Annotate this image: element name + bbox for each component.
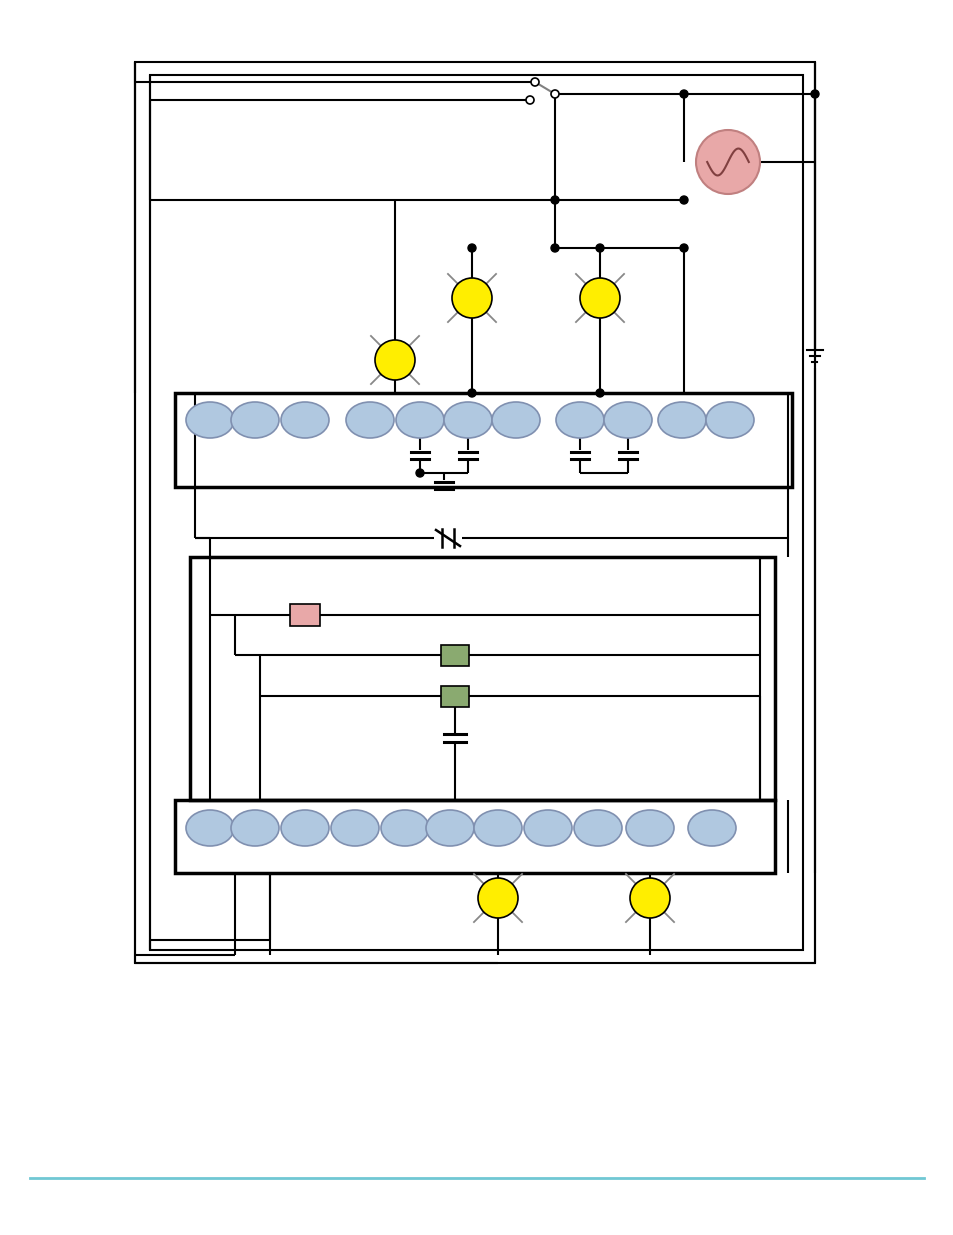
Ellipse shape xyxy=(658,403,705,438)
Circle shape xyxy=(679,196,687,204)
Circle shape xyxy=(679,90,687,98)
Circle shape xyxy=(579,278,619,317)
Circle shape xyxy=(679,245,687,252)
Circle shape xyxy=(551,196,558,204)
Circle shape xyxy=(629,878,669,918)
Circle shape xyxy=(452,278,492,317)
FancyBboxPatch shape xyxy=(290,604,319,626)
Circle shape xyxy=(416,469,423,477)
Ellipse shape xyxy=(231,810,278,846)
Ellipse shape xyxy=(625,810,673,846)
Circle shape xyxy=(810,90,818,98)
Ellipse shape xyxy=(186,810,233,846)
Circle shape xyxy=(696,130,760,194)
Ellipse shape xyxy=(380,810,429,846)
Circle shape xyxy=(468,245,476,252)
Ellipse shape xyxy=(346,403,394,438)
Ellipse shape xyxy=(574,810,621,846)
Ellipse shape xyxy=(492,403,539,438)
Ellipse shape xyxy=(281,403,329,438)
Ellipse shape xyxy=(281,810,329,846)
Ellipse shape xyxy=(705,403,753,438)
Circle shape xyxy=(468,389,476,396)
FancyBboxPatch shape xyxy=(440,645,469,666)
Ellipse shape xyxy=(331,810,378,846)
Ellipse shape xyxy=(231,403,278,438)
Circle shape xyxy=(375,340,415,380)
Ellipse shape xyxy=(603,403,651,438)
Circle shape xyxy=(477,878,517,918)
Ellipse shape xyxy=(687,810,735,846)
Circle shape xyxy=(551,90,558,98)
Circle shape xyxy=(551,245,558,252)
Ellipse shape xyxy=(474,810,521,846)
Ellipse shape xyxy=(556,403,603,438)
Circle shape xyxy=(596,245,603,252)
Ellipse shape xyxy=(395,403,443,438)
Circle shape xyxy=(531,78,538,86)
Ellipse shape xyxy=(443,403,492,438)
Circle shape xyxy=(596,389,603,396)
Ellipse shape xyxy=(426,810,474,846)
Circle shape xyxy=(525,96,534,104)
Ellipse shape xyxy=(523,810,572,846)
FancyBboxPatch shape xyxy=(440,685,469,706)
Ellipse shape xyxy=(186,403,233,438)
